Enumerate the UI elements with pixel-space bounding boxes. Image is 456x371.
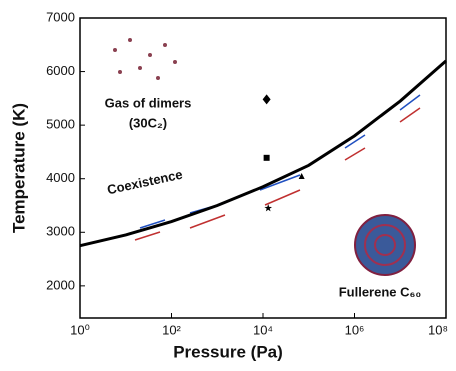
y-tick-label: 7000	[46, 9, 75, 24]
arrows	[134, 94, 421, 241]
point	[263, 154, 270, 161]
y-tick-label: 6000	[46, 63, 75, 78]
y-tick-label: 4000	[46, 170, 75, 185]
point	[298, 173, 305, 180]
curve	[79, 59, 447, 248]
y-axis-title: Temperature (K)	[9, 103, 28, 233]
dimer-illustration	[113, 38, 177, 80]
annotation: Coexistence	[106, 167, 184, 198]
x-tick-label: 10⁸	[428, 322, 448, 337]
fullerene-illustration	[354, 214, 416, 276]
y-tick-label: 3000	[46, 224, 75, 239]
point	[264, 204, 273, 212]
annotation: Gas of dimers	[105, 95, 192, 110]
x-tick-label: 10⁰	[70, 322, 90, 337]
y-tick-label: 2000	[46, 277, 75, 292]
x-tick-label: 10²	[162, 322, 181, 337]
x-axis-title: Pressure (Pa)	[173, 342, 283, 361]
annotation: Fullerene C₆₀	[339, 284, 422, 299]
y-tick-label: 5000	[46, 117, 75, 132]
x-tick-label: 10⁴	[253, 322, 273, 337]
x-tick-label: 10⁶	[345, 322, 365, 337]
annotation: (30C₂)	[129, 115, 167, 130]
point	[262, 94, 271, 105]
